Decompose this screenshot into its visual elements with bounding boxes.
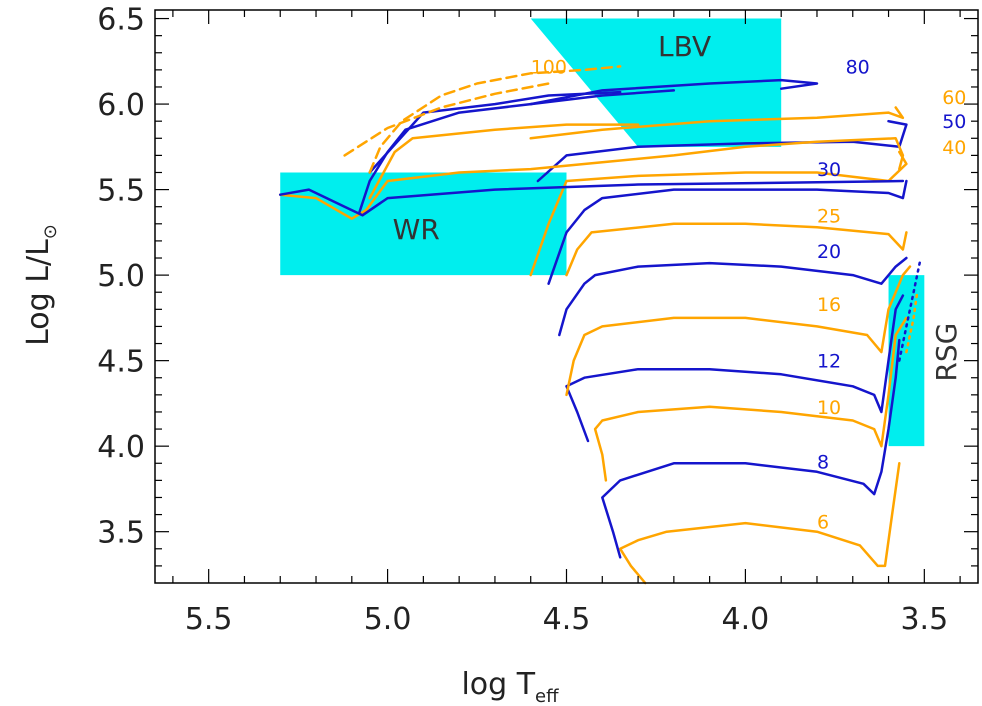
y-tick-label: 6.5 xyxy=(97,3,145,38)
plot-frame xyxy=(154,9,979,584)
track-40 xyxy=(529,150,908,277)
x-axis-title-sub: eff xyxy=(535,686,559,706)
mass-label-20: 20 xyxy=(817,241,841,263)
ticks xyxy=(155,10,978,583)
mass-label-12: 12 xyxy=(817,351,841,373)
mass-label-16: 16 xyxy=(817,294,841,316)
mass-label-40: 40 xyxy=(942,137,966,159)
track-20 xyxy=(558,256,908,337)
track-blue-walk-3 xyxy=(368,90,622,174)
track-25 xyxy=(565,222,908,277)
x-tick-label: 4.0 xyxy=(722,602,770,637)
region-rsg xyxy=(888,275,925,447)
mass-label-8: 8 xyxy=(817,452,829,474)
mass-label-50: 50 xyxy=(942,111,966,133)
region-wr xyxy=(280,172,567,276)
track-dotted-rsg-orange xyxy=(905,290,919,354)
track-orange-walk-1 xyxy=(278,137,905,220)
y-tick-label: 6.0 xyxy=(97,88,145,123)
mass-label-80: 80 xyxy=(846,56,870,78)
mass-label-100: 100 xyxy=(531,56,567,78)
tick-labels: 5.5 5.0 4.5 4.0 3.5 3.5 4.0 4.5 5.0 5.5 6.0 6.5 xyxy=(97,3,948,637)
x-tick-label: 5.0 xyxy=(364,602,412,637)
region-label-rsg: RSG xyxy=(930,323,963,382)
mass-label-6: 6 xyxy=(817,511,829,533)
track-30 xyxy=(547,179,908,285)
mass-label-10: 10 xyxy=(817,397,841,419)
region-label-wr: WR xyxy=(393,213,440,246)
regions: WR LBV RSG xyxy=(280,18,963,447)
track-blue-walk-2 xyxy=(357,89,676,215)
track-dashed-100b xyxy=(343,82,550,157)
x-tick-label: 3.5 xyxy=(900,602,948,637)
x-axis-title-main: log T xyxy=(461,667,535,702)
track-10 xyxy=(593,316,908,482)
y-tick-label: 4.0 xyxy=(97,430,145,465)
mass-label-30: 30 xyxy=(817,159,841,181)
y-tick-label: 4.5 xyxy=(97,345,145,380)
track-12 xyxy=(565,294,905,443)
y-axis-title: Log L/L⊙ xyxy=(21,224,61,346)
y-tick-label: 5.0 xyxy=(97,259,145,294)
x-tick-label: 4.5 xyxy=(543,602,591,637)
region-label-lbv: LBV xyxy=(658,30,711,63)
y-axis-title-main: Log L/L xyxy=(21,239,56,346)
tracks xyxy=(278,65,922,585)
region-lbv xyxy=(530,18,782,147)
track-dashed-100 xyxy=(368,65,622,174)
mass-label-60: 60 xyxy=(942,87,966,109)
track-blue-walk-1 xyxy=(278,179,905,217)
track-orange-walk-2 xyxy=(368,123,640,200)
track-8 xyxy=(601,338,901,559)
track-60 xyxy=(529,106,905,140)
y-tick-label: 3.5 xyxy=(97,516,145,551)
x-axis-title: log Teff xyxy=(461,667,559,706)
track-16 xyxy=(565,265,912,397)
y-tick-label: 5.5 xyxy=(97,174,145,209)
mass-label-25: 25 xyxy=(817,205,841,227)
x-tick-label: 5.5 xyxy=(185,602,233,637)
track-6 xyxy=(618,462,901,585)
y-axis-title-sub: ⊙ xyxy=(40,224,61,239)
